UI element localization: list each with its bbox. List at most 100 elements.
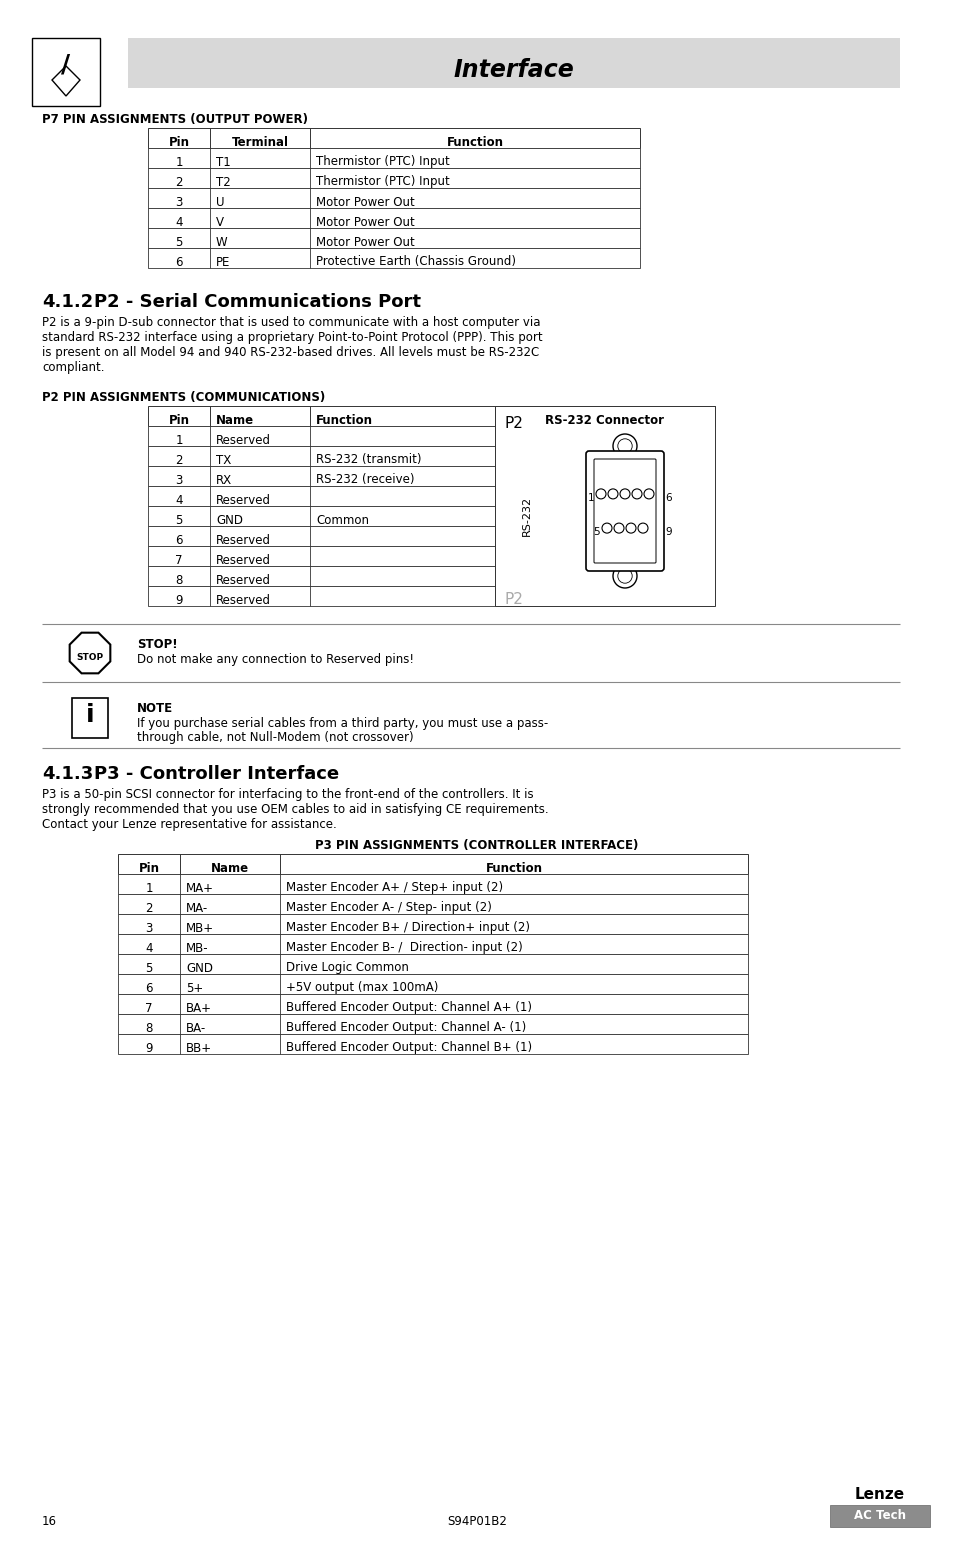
Text: 6: 6 <box>145 981 152 995</box>
Text: RX: RX <box>215 473 232 487</box>
Text: 9: 9 <box>145 1041 152 1055</box>
Text: BB+: BB+ <box>186 1041 212 1055</box>
Bar <box>495 406 714 606</box>
Text: Master Encoder A+ / Step+ input (2): Master Encoder A+ / Step+ input (2) <box>286 882 502 895</box>
Text: Buffered Encoder Output: Channel A- (1): Buffered Encoder Output: Channel A- (1) <box>286 1021 526 1035</box>
Bar <box>148 229 639 249</box>
Text: MA+: MA+ <box>186 882 213 895</box>
Text: through cable, not Null-Modem (not crossover): through cable, not Null-Modem (not cross… <box>137 731 414 745</box>
Text: Buffered Encoder Output: Channel B+ (1): Buffered Encoder Output: Channel B+ (1) <box>286 1041 532 1055</box>
Text: Master Encoder B- /  Direction- input (2): Master Encoder B- / Direction- input (2) <box>286 941 522 955</box>
Text: Thermistor (PTC) Input: Thermistor (PTC) Input <box>315 176 449 188</box>
Text: P2 is a 9-pin D-sub connector that is used to communicate with a host computer v: P2 is a 9-pin D-sub connector that is us… <box>42 317 540 329</box>
Text: BA+: BA+ <box>186 1001 212 1015</box>
Text: Contact your Lenze representative for assistance.: Contact your Lenze representative for as… <box>42 817 336 831</box>
Text: Reserved: Reserved <box>215 533 271 547</box>
Text: AC Tech: AC Tech <box>853 1509 905 1522</box>
Text: Motor Power Out: Motor Power Out <box>315 235 415 249</box>
Text: Pin: Pin <box>138 862 159 874</box>
Bar <box>148 188 639 209</box>
Text: 6: 6 <box>664 493 671 504</box>
Bar <box>148 487 495 507</box>
Text: standard RS-232 interface using a proprietary Point-to-Point Protocol (PPP). Thi: standard RS-232 interface using a propri… <box>42 331 542 345</box>
Text: Protective Earth (Chassis Ground): Protective Earth (Chassis Ground) <box>315 255 516 269</box>
Text: NOTE: NOTE <box>137 701 172 715</box>
Text: Common: Common <box>315 513 369 527</box>
Bar <box>32 39 100 107</box>
Bar <box>148 447 495 467</box>
Text: Motor Power Out: Motor Power Out <box>315 215 415 229</box>
Text: Reserved: Reserved <box>215 434 271 447</box>
Circle shape <box>613 434 637 457</box>
Text: 6: 6 <box>175 255 183 269</box>
Text: 8: 8 <box>145 1021 152 1035</box>
Text: 1: 1 <box>145 882 152 895</box>
Text: 3: 3 <box>175 196 182 209</box>
Text: is present on all Model 94 and 940 RS-232-based drives. All levels must be RS-23: is present on all Model 94 and 940 RS-23… <box>42 346 538 358</box>
Text: 2: 2 <box>145 901 152 915</box>
Text: T1: T1 <box>215 156 231 168</box>
Text: GND: GND <box>186 961 213 975</box>
Bar <box>148 565 495 586</box>
Text: Function: Function <box>315 414 373 426</box>
Text: PE: PE <box>215 255 230 269</box>
Text: /: / <box>61 53 71 76</box>
Circle shape <box>625 524 636 533</box>
Circle shape <box>638 524 647 533</box>
Text: 5+: 5+ <box>186 981 203 995</box>
Text: 4: 4 <box>175 215 183 229</box>
Text: P2 PIN ASSIGNMENTS (COMMUNICATIONS): P2 PIN ASSIGNMENTS (COMMUNICATIONS) <box>42 391 325 403</box>
Text: STOP!: STOP! <box>137 638 177 650</box>
Text: 7: 7 <box>175 553 183 567</box>
Bar <box>118 895 747 915</box>
Text: W: W <box>215 235 228 249</box>
Text: P2 - Serial Communications Port: P2 - Serial Communications Port <box>94 294 420 311</box>
Text: 1: 1 <box>175 434 183 447</box>
Text: If you purchase serial cables from a third party, you must use a pass-: If you purchase serial cables from a thi… <box>137 717 548 729</box>
Text: V: V <box>215 215 224 229</box>
FancyBboxPatch shape <box>594 459 656 562</box>
Text: 4.1.3: 4.1.3 <box>42 765 93 783</box>
Bar <box>118 935 747 953</box>
Bar <box>148 545 495 565</box>
Text: TX: TX <box>215 454 231 467</box>
Polygon shape <box>70 632 111 674</box>
Text: 2: 2 <box>175 454 183 467</box>
Text: Interface: Interface <box>453 59 574 82</box>
Text: Buffered Encoder Output: Channel A+ (1): Buffered Encoder Output: Channel A+ (1) <box>286 1001 532 1015</box>
Bar <box>148 525 495 545</box>
Text: Master Encoder B+ / Direction+ input (2): Master Encoder B+ / Direction+ input (2) <box>286 921 530 935</box>
Text: RS-232 Connector: RS-232 Connector <box>545 414 664 426</box>
Text: Function: Function <box>485 862 542 874</box>
Text: Master Encoder A- / Step- input (2): Master Encoder A- / Step- input (2) <box>286 901 492 915</box>
Text: Drive Logic Common: Drive Logic Common <box>286 961 409 975</box>
Text: Terminal: Terminal <box>232 136 288 148</box>
Text: Do not make any connection to Reserved pins!: Do not make any connection to Reserved p… <box>137 654 414 666</box>
Text: Motor Power Out: Motor Power Out <box>315 196 415 209</box>
Text: MA-: MA- <box>186 901 208 915</box>
Text: U: U <box>215 196 224 209</box>
Text: RS-232: RS-232 <box>521 496 532 536</box>
Text: strongly recommended that you use OEM cables to aid in satisfying CE requirement: strongly recommended that you use OEM ca… <box>42 803 548 816</box>
Text: 5: 5 <box>175 235 182 249</box>
Bar <box>148 426 495 447</box>
Bar <box>148 586 495 606</box>
FancyBboxPatch shape <box>585 451 663 572</box>
Text: MB+: MB+ <box>186 921 213 935</box>
Text: Lenze: Lenze <box>854 1486 904 1502</box>
Text: BA-: BA- <box>186 1021 206 1035</box>
Text: P2: P2 <box>504 592 523 607</box>
Text: Pin: Pin <box>169 414 190 426</box>
Circle shape <box>631 488 641 499</box>
Text: P2: P2 <box>504 416 523 431</box>
Text: 16: 16 <box>42 1516 57 1528</box>
Text: T2: T2 <box>215 176 231 188</box>
Text: 2: 2 <box>175 176 183 188</box>
Circle shape <box>614 524 623 533</box>
Text: 5: 5 <box>145 961 152 975</box>
Text: Reserved: Reserved <box>215 573 271 587</box>
Circle shape <box>619 488 629 499</box>
Text: 3: 3 <box>145 921 152 935</box>
Circle shape <box>607 488 618 499</box>
Text: Name: Name <box>211 862 249 874</box>
